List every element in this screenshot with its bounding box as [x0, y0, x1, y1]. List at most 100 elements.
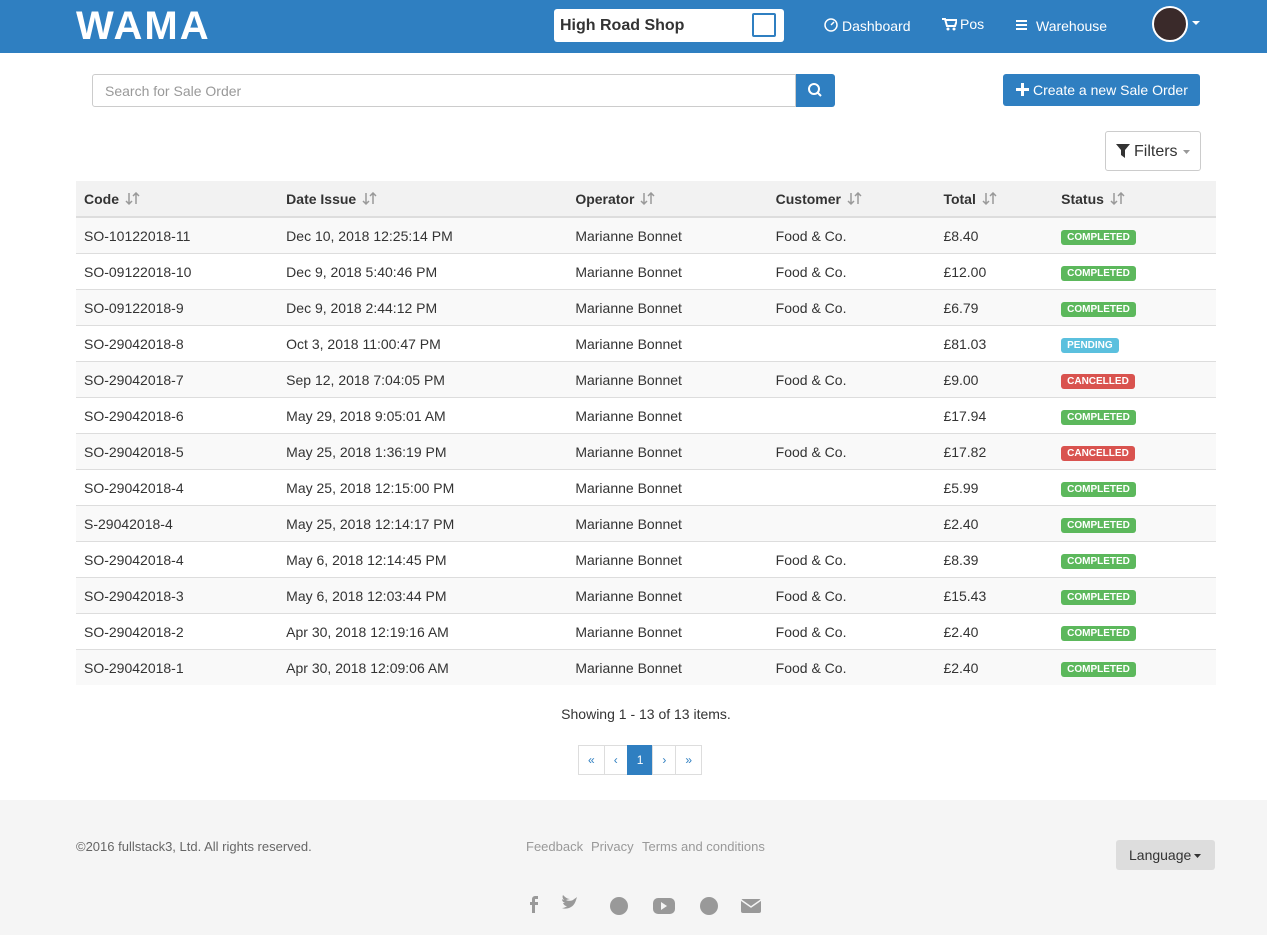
cell-operator: Marianne Bonnet	[567, 577, 768, 614]
column-header[interactable]: Operator	[567, 181, 768, 218]
cell-status: COMPLETED	[1053, 469, 1216, 506]
column-header[interactable]: Status	[1053, 181, 1216, 218]
cell-status: CANCELLED	[1053, 361, 1216, 398]
filters-button[interactable]: Filters	[1105, 131, 1201, 171]
header-row: Code Date Issue Operator Customer Total Statu…	[76, 181, 1216, 218]
page-button[interactable]: ‹	[603, 745, 628, 775]
page-button[interactable]: »	[675, 745, 703, 775]
cell-total: £17.94	[935, 397, 1054, 434]
cell-date: Dec 9, 2018 5:40:46 PM	[278, 253, 568, 290]
column-header[interactable]: Code	[76, 181, 279, 218]
user-avatar[interactable]	[1152, 6, 1188, 42]
table-row[interactable]: SO-29042018-3 May 6, 2018 12:03:44 PM Mari…	[76, 577, 1216, 614]
nav-warehouse[interactable]: Warehouse	[1036, 18, 1108, 34]
status-badge: COMPLETED	[1061, 517, 1136, 533]
pagination: «‹ 1 ›»	[578, 745, 703, 775]
cell-code: SO-29042018-4	[76, 469, 279, 506]
create-label: Create a new Sale Order	[1033, 82, 1188, 98]
filter-icon	[1116, 144, 1130, 158]
language-button[interactable]: Language	[1116, 840, 1215, 870]
cell-operator: Marianne Bonnet	[567, 469, 768, 506]
sort-icon	[982, 191, 997, 205]
cell-customer	[767, 469, 936, 506]
cell-customer: Food & Co.	[767, 541, 936, 578]
shop-selector[interactable]: High Road Shop	[554, 9, 784, 42]
table-row[interactable]: SO-10122018-11 Dec 10, 2018 12:25:14 PM Ma…	[76, 216, 1216, 254]
search-button[interactable]	[796, 74, 835, 107]
cell-operator: Marianne Bonnet	[567, 397, 768, 434]
table-row[interactable]: SO-29042018-7 Sep 12, 2018 7:04:05 PM Mari…	[76, 361, 1216, 398]
cell-total: £8.40	[935, 216, 1054, 254]
cell-date: May 25, 2018 12:14:17 PM	[278, 505, 568, 542]
status-badge: COMPLETED	[1061, 589, 1136, 605]
cell-status: COMPLETED	[1053, 289, 1216, 326]
status-badge: COMPLETED	[1061, 301, 1136, 317]
footer-link[interactable]: Feedback	[526, 839, 584, 854]
social-icons	[530, 895, 762, 915]
table-row[interactable]: SO-09122018-10 Dec 9, 2018 5:40:46 PM Mari…	[76, 253, 1216, 290]
header-label: Date Issue	[286, 190, 357, 207]
cell-status: COMPLETED	[1053, 541, 1216, 578]
table-row[interactable]: SO-29042018-1 Apr 30, 2018 12:09:06 AM Mar…	[76, 649, 1216, 685]
cell-total: £8.39	[935, 541, 1054, 578]
cell-total: £81.03	[935, 325, 1054, 362]
header-label: Customer	[775, 190, 841, 207]
create-button[interactable]: Create a new Sale Order	[1003, 74, 1200, 106]
cell-total: £6.79	[935, 289, 1054, 326]
filters-label: Filters	[1134, 143, 1178, 160]
table-row[interactable]: SO-29042018-8 Oct 3, 2018 11:00:47 PM Mari…	[76, 325, 1216, 362]
column-header[interactable]: Date Issue	[278, 181, 568, 218]
table-row[interactable]: SO-29042018-4 May 25, 2018 12:15:00 PM Mar…	[76, 469, 1216, 506]
page-button[interactable]: 1	[626, 745, 654, 775]
language-label: Language	[1129, 847, 1192, 863]
caret	[1194, 854, 1202, 858]
cell-operator: Marianne Bonnet	[567, 361, 768, 398]
cell-customer: Food & Co.	[767, 433, 936, 470]
cell-operator: Marianne Bonnet	[567, 505, 768, 542]
column-header[interactable]: Customer	[767, 181, 936, 218]
cell-date: May 25, 2018 1:36:19 PM	[278, 433, 568, 470]
cell-customer: Food & Co.	[767, 649, 936, 685]
table-row[interactable]: SO-29042018-6 May 29, 2018 9:05:01 AM Mari…	[76, 397, 1216, 434]
search-input[interactable]: Search for Sale Order	[92, 74, 796, 107]
cell-code: SO-29042018-6	[76, 397, 279, 434]
status-badge: COMPLETED	[1061, 625, 1136, 641]
status-badge: COMPLETED	[1061, 553, 1136, 569]
nav-pos[interactable]: Pos	[960, 16, 985, 32]
shop-name: High Road Shop	[560, 17, 685, 34]
footer-link[interactable]: Privacy	[591, 839, 634, 854]
logo[interactable]: WAMA	[76, 4, 211, 48]
cell-code: SO-10122018-11	[76, 216, 279, 254]
navbar: WAMA High Road Shop Dashboard Pos Wareho…	[0, 0, 1267, 53]
page-button[interactable]: ›	[652, 745, 677, 775]
cell-code: SO-29042018-4	[76, 541, 279, 578]
cell-date: Apr 30, 2018 12:19:16 AM	[278, 613, 568, 650]
nav-dashboard[interactable]: Dashboard	[842, 18, 911, 34]
table-row[interactable]: SO-29042018-4 May 6, 2018 12:14:45 PM Mari…	[76, 541, 1216, 578]
table-row[interactable]: S-29042018-4 May 25, 2018 12:14:17 PM Mari…	[76, 505, 1216, 542]
shop-icon	[752, 13, 776, 37]
cell-operator: Marianne Bonnet	[567, 613, 768, 650]
cell-operator: Marianne Bonnet	[567, 216, 768, 254]
copyright: ©2016 fullstack3, Ltd. All rights reserv…	[76, 839, 312, 854]
footer-link[interactable]: Terms and conditions	[642, 839, 765, 854]
cell-date: Sep 12, 2018 7:04:05 PM	[278, 361, 568, 398]
cell-customer	[767, 325, 936, 362]
cell-customer: Food & Co.	[767, 577, 936, 614]
cell-total: £2.40	[935, 505, 1054, 542]
table-row[interactable]: SO-29042018-5 May 25, 2018 1:36:19 PM Mari…	[76, 433, 1216, 470]
page-button[interactable]: «	[578, 745, 605, 775]
table-row[interactable]: SO-29042018-2 Apr 30, 2018 12:19:16 AM Mar…	[76, 613, 1216, 650]
table-row[interactable]: SO-09122018-9 Dec 9, 2018 2:44:12 PM Maria…	[76, 289, 1216, 326]
cell-total: £2.40	[935, 649, 1054, 685]
cell-date: May 6, 2018 12:14:45 PM	[278, 541, 568, 578]
cell-code: SO-09122018-10	[76, 253, 279, 290]
search-icon	[808, 83, 822, 97]
cell-total: £9.00	[935, 361, 1054, 398]
cell-status: CANCELLED	[1053, 433, 1216, 470]
cell-code: SO-29042018-2	[76, 613, 279, 650]
column-header[interactable]: Total	[935, 181, 1054, 218]
status-badge: COMPLETED	[1061, 409, 1136, 425]
cell-date: Apr 30, 2018 12:09:06 AM	[278, 649, 568, 685]
